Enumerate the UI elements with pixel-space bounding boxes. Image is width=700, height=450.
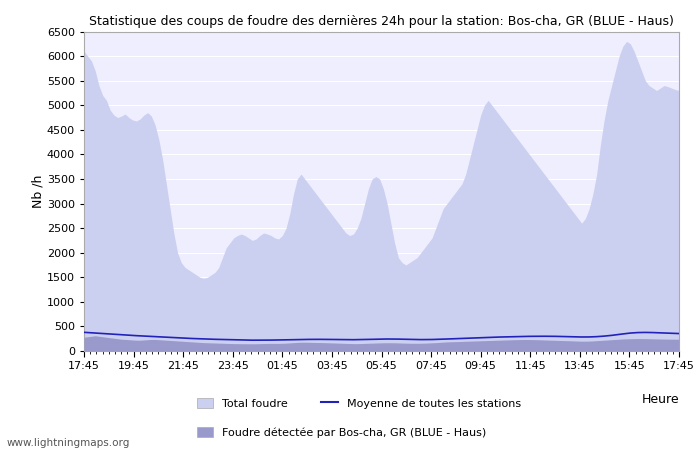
Text: www.lightningmaps.org: www.lightningmaps.org xyxy=(7,438,130,448)
Legend: Foudre détectée par Bos-cha, GR (BLUE - Haus): Foudre détectée par Bos-cha, GR (BLUE - … xyxy=(197,427,486,437)
Text: Heure: Heure xyxy=(641,392,679,405)
Y-axis label: Nb /h: Nb /h xyxy=(31,175,44,208)
Title: Statistique des coups de foudre des dernières 24h pour la station: Bos-cha, GR (: Statistique des coups de foudre des dern… xyxy=(89,14,674,27)
